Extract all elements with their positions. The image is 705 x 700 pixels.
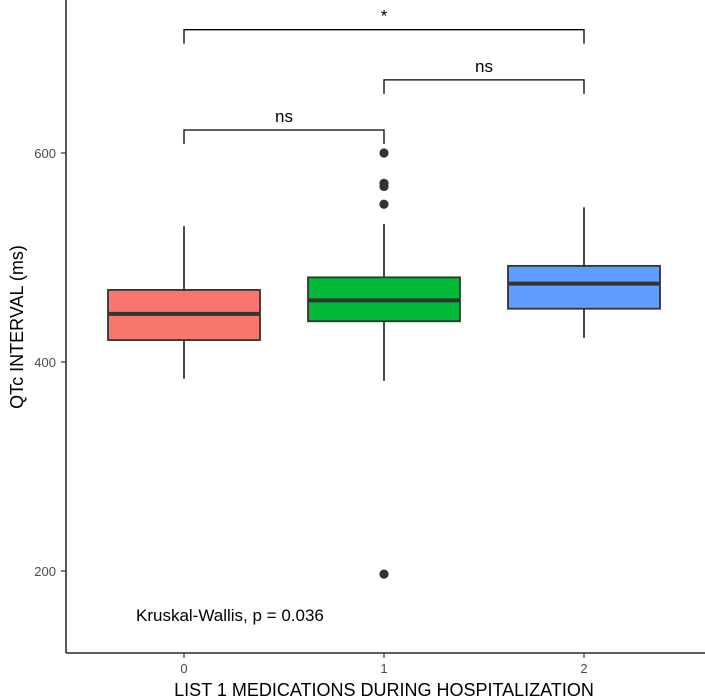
bracket-line-0-2	[183, 29, 585, 44]
y-tick-label-200: 200	[34, 564, 56, 579]
x-axis-ticks: 0 1 2	[180, 653, 588, 676]
y-axis-title: QTc INTERVAL (ms)	[7, 245, 27, 409]
comparison-bracket-0-2: *	[183, 7, 585, 44]
comparison-brackets: ns ns *	[183, 7, 585, 145]
y-axis-ticks: 200 400 600	[34, 146, 66, 579]
y-tick-label-400: 400	[34, 355, 56, 370]
x-tick-label-2: 2	[580, 661, 587, 676]
boxes-layer	[107, 207, 661, 381]
outlier-point-1-4	[379, 148, 389, 158]
box-group-0	[107, 226, 261, 379]
box-2	[507, 264, 661, 310]
significance-label-0-1: ns	[275, 107, 293, 126]
box-group-1	[307, 224, 461, 381]
outlier-point-1-0	[379, 569, 389, 579]
comparison-bracket-0-1: ns	[183, 107, 385, 145]
significance-label-1-2: ns	[475, 57, 493, 76]
outlier-point-1-3	[379, 178, 389, 188]
box-group-2	[507, 207, 661, 338]
outliers-layer	[379, 148, 389, 579]
x-axis-title: LIST 1 MEDICATIONS DURING HOSPITALIZATIO…	[174, 680, 594, 700]
bracket-line-1-2	[383, 79, 585, 94]
y-tick-label-600: 600	[34, 146, 56, 161]
x-tick-label-0: 0	[180, 661, 187, 676]
kruskal-wallis-annotation: Kruskal-Wallis, p = 0.036	[136, 606, 324, 625]
x-tick-label-1: 1	[380, 661, 387, 676]
comparison-bracket-1-2: ns	[383, 57, 585, 94]
bracket-line-0-1	[183, 129, 385, 145]
significance-label-0-2: *	[381, 7, 388, 26]
outlier-point-1-1	[379, 199, 389, 209]
